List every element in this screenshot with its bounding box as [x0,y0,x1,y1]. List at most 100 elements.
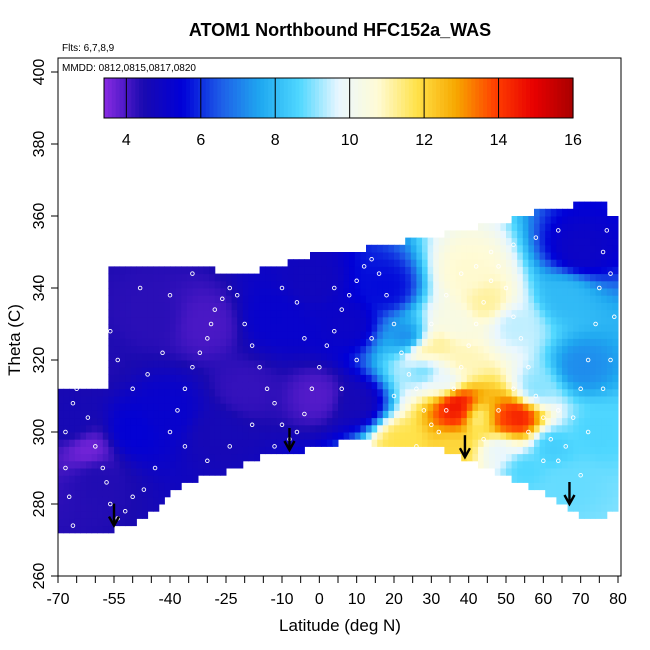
heatmap-cell [175,482,182,491]
heatmap-cell [494,453,501,462]
heatmap-cell [528,439,535,447]
heatmap-cell [315,338,322,347]
heatmap-cell [231,446,238,455]
colorbar-segment [213,78,218,118]
heatmap-cell [349,266,356,275]
heatmap-cell [517,216,524,224]
heatmap-cell [606,216,613,224]
heatmap-cell [606,302,613,311]
heatmap-cell [119,345,126,354]
heatmap-cell [343,388,350,397]
heatmap-cell [483,360,490,368]
heatmap-cell [567,259,574,267]
heatmap-cell [315,410,322,419]
heatmap-cell [276,324,283,332]
heatmap-cell [394,280,401,289]
heatmap-cell [164,273,171,282]
heatmap-cell [466,316,473,325]
heatmap-cell [539,244,546,253]
heatmap-cell [590,244,597,253]
heatmap-cell [209,288,216,296]
heatmap-cell [153,396,160,404]
heatmap-cell [181,432,188,440]
heatmap-cell [444,252,451,260]
heatmap-cell [304,324,311,332]
heatmap-cell [214,468,221,476]
heatmap-cell [382,252,389,260]
heatmap-cell [136,446,143,455]
heatmap-cell [158,309,165,318]
heatmap-cell [511,259,518,267]
heatmap-cell [175,403,182,411]
heatmap-cell [158,410,165,419]
heatmap-cell [130,460,137,469]
heatmap-cell [472,288,479,296]
colorbar-segment [416,78,422,118]
heatmap-cell [282,309,289,318]
heatmap-cell [528,223,535,231]
sample-point [511,242,516,248]
heatmap-cell [466,381,473,390]
heatmap-cell [567,273,574,282]
heatmap-cell [102,396,109,404]
heatmap-cell [293,302,300,311]
heatmap-cell [125,511,132,519]
heatmap-cell [550,475,557,483]
sample-point [384,292,389,298]
heatmap-cell [192,475,199,483]
heatmap-cell [298,309,305,318]
heatmap-cell [539,403,546,411]
heatmap-cell [220,388,227,397]
heatmap-cell [158,432,165,440]
heatmap-cell [164,316,171,325]
heatmap-cell [573,280,580,289]
heatmap-cell [556,396,563,404]
sample-point [182,444,188,449]
heatmap-cell [494,374,501,383]
heatmap-cell [366,252,373,260]
heatmap-cell [125,302,132,311]
heatmap-cell [86,453,93,462]
heatmap-cell [282,273,289,282]
heatmap-cell [203,288,210,296]
heatmap-cell [606,266,613,275]
heatmap-cell [494,432,501,440]
heatmap-cell [69,489,76,498]
colorbar-segment [545,78,551,118]
heatmap-cell [170,396,177,404]
heatmap-cell [158,367,165,375]
heatmap-cell [354,302,361,311]
heatmap-cell [119,468,126,476]
heatmap-cell [74,475,81,483]
heatmap-cell [545,432,552,440]
heatmap-cell [242,352,249,361]
heatmap-cell [97,439,104,447]
heatmap-cell [534,439,541,447]
heatmap-cell [270,417,277,426]
heatmap-cell [550,208,557,217]
heatmap-cell [287,352,294,361]
heatmap-cell [259,439,266,447]
heatmap-cell [550,266,557,275]
heatmap-cell [164,338,171,347]
heatmap-cell [220,331,227,339]
heatmap-cell [427,352,434,361]
heatmap-cell [293,396,300,404]
heatmap-cell [534,244,541,253]
heatmap-cell [562,381,569,390]
heatmap-cell [590,504,597,512]
heatmap-cell [310,259,317,267]
heatmap-cell [371,424,378,433]
heatmap-cell [158,446,165,455]
heatmap-cell [427,266,434,275]
sample-point [414,386,419,392]
heatmap-cell [433,302,440,311]
heatmap-cell [170,266,177,275]
heatmap-cell [259,396,266,404]
heatmap-cell [595,396,602,404]
heatmap-cell [153,432,160,440]
heatmap-cell [259,388,266,397]
heatmap-cell [136,367,143,375]
colorbar-segment [385,78,390,118]
heatmap-cell [377,417,384,426]
